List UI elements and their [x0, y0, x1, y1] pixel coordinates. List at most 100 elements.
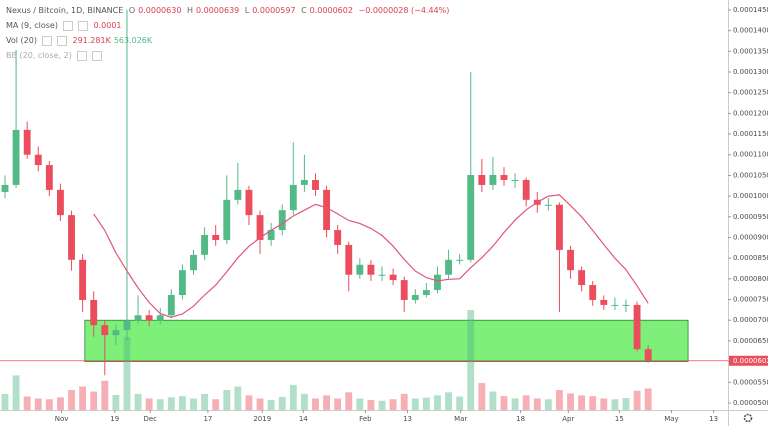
x-tick-label: May: [664, 415, 678, 423]
candle-body: [389, 274, 397, 281]
bb-name[interactable]: BB (20, close, 2): [6, 51, 72, 60]
volume-bar: [178, 396, 186, 410]
volume-bar: [123, 336, 131, 410]
candle-body: [201, 234, 209, 255]
volume-bar: [611, 399, 619, 410]
candle-body: [378, 274, 386, 276]
x-tick-label: 13: [403, 415, 412, 423]
candle-body: [356, 264, 364, 275]
volume-bar: [456, 396, 464, 410]
volume-bar: [45, 399, 53, 410]
candle-body: [522, 179, 530, 200]
y-tick-label: 0.0000900: [733, 233, 768, 241]
symbol[interactable]: Nexus / Bitcoin, 1D, BINANCE: [6, 6, 124, 15]
x-tick-label: Feb: [359, 415, 372, 423]
volume-bar: [589, 396, 597, 410]
candle-body: [90, 299, 98, 326]
candle-body: [367, 264, 375, 275]
volume-bar: [56, 397, 64, 410]
volume-bar: [134, 393, 142, 410]
volume-bar: [223, 390, 231, 410]
volume-bar: [467, 310, 475, 410]
vol-settings[interactable]: [41, 35, 52, 46]
volume-bar: [68, 390, 75, 410]
candle-body: [500, 175, 508, 180]
legend: Nexus / Bitcoin, 1D, BINANCE O 0.0000630 …: [6, 3, 452, 63]
volume-bar: [622, 398, 630, 410]
bb-close[interactable]: [91, 50, 102, 61]
price-label: 0.0000602: [733, 357, 768, 365]
candle-body: [156, 315, 164, 321]
candle-body: [411, 294, 419, 300]
y-tick-label: 0.0001400: [733, 27, 768, 35]
ma-line: [93, 194, 649, 318]
candle-body: [123, 320, 131, 331]
candle-body: [644, 349, 652, 361]
bb-settings[interactable]: [76, 50, 87, 61]
volume-bar: [267, 400, 275, 410]
y-tick-label: 0.0001450: [733, 6, 768, 14]
vol-name[interactable]: Vol (20): [6, 36, 37, 45]
o-label: O: [128, 6, 136, 15]
y-tick-label: 0.0001200: [733, 109, 768, 117]
candle-body: [622, 304, 630, 306]
volume-bar: [278, 396, 286, 410]
volume-bar: [500, 396, 508, 410]
volume-bar: [23, 396, 31, 410]
candle-body: [134, 315, 142, 321]
candle-body: [267, 230, 275, 240]
support-zone: [84, 319, 689, 362]
volume-bar: [334, 398, 342, 410]
volume-bar: [434, 395, 441, 410]
volume-bar: [312, 398, 319, 410]
candle-body: [467, 175, 475, 260]
ma-row: MA (9, close) 0.0001: [6, 18, 452, 33]
volume-bar: [633, 390, 641, 410]
volume-bar: [367, 400, 375, 410]
y-tick-label: 0.0001350: [733, 47, 768, 55]
volume-bar: [345, 392, 353, 410]
candle-body: [256, 215, 264, 240]
candle-body: [544, 204, 552, 206]
volume-bar: [578, 395, 586, 410]
x-tick-label: 2019: [253, 415, 271, 423]
settings-button[interactable]: [743, 413, 753, 423]
volume-bar: [300, 393, 308, 410]
candle-body: [56, 189, 64, 216]
candle-body: [145, 315, 153, 321]
volume-bar: [201, 393, 209, 410]
candle-body: [178, 270, 186, 295]
x-tick-label: Nov: [55, 415, 69, 423]
candle-body: [45, 165, 53, 190]
volume-bar: [1, 393, 9, 410]
candle-body: [101, 325, 109, 336]
x-tick-label: 14: [299, 415, 308, 423]
candle-body: [478, 175, 486, 185]
volume-bar: [644, 388, 652, 410]
volume-bar: [522, 395, 530, 410]
volume-bar: [112, 395, 120, 410]
vol-close[interactable]: [56, 35, 67, 46]
volume-bar: [567, 393, 574, 410]
volume-bar: [12, 375, 20, 410]
x-tick-label: 19: [110, 415, 119, 423]
vol-value: 291.281K: [72, 36, 111, 45]
ma-name[interactable]: MA (9, close): [6, 21, 58, 30]
volume-bar: [156, 399, 164, 410]
volume-bar: [79, 386, 87, 410]
volume-bar: [245, 395, 253, 410]
l-value: 0.0000597: [252, 6, 296, 15]
candle-body: [434, 274, 441, 291]
o-value: 0.0000630: [138, 6, 182, 15]
y-tick-label: 0.0001150: [733, 130, 768, 138]
x-tick-label: Mar: [454, 415, 467, 423]
volume-bar: [145, 398, 153, 410]
volume-bar: [600, 398, 608, 410]
ma-close[interactable]: [77, 20, 88, 31]
candle-body: [589, 285, 597, 300]
volume-bar: [422, 397, 430, 410]
x-tick-label: Dec: [143, 415, 157, 423]
volume-bar: [544, 399, 552, 410]
ma-settings[interactable]: [62, 20, 73, 31]
